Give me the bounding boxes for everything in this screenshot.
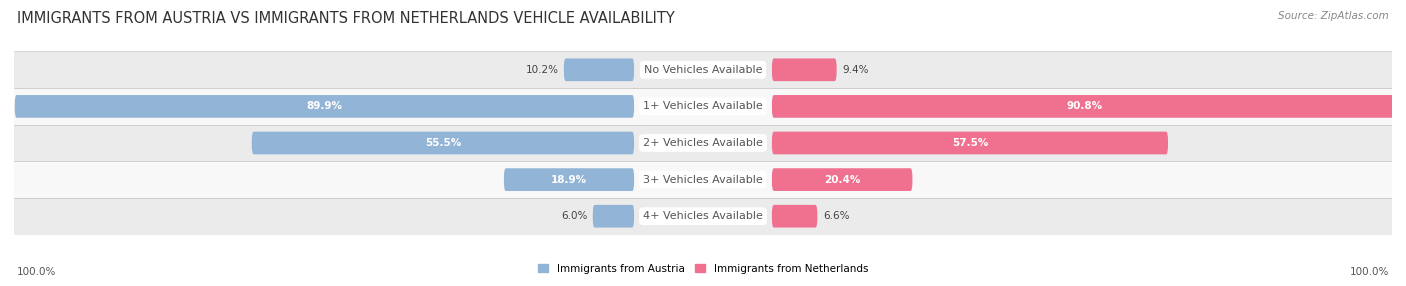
FancyBboxPatch shape xyxy=(772,95,1398,118)
Text: 90.8%: 90.8% xyxy=(1067,102,1102,111)
Bar xyxy=(14,88,1392,125)
Bar xyxy=(14,161,1392,198)
Text: No Vehicles Available: No Vehicles Available xyxy=(644,65,762,75)
FancyBboxPatch shape xyxy=(772,58,837,81)
Bar xyxy=(14,125,1392,161)
Text: 1+ Vehicles Available: 1+ Vehicles Available xyxy=(643,102,763,111)
FancyBboxPatch shape xyxy=(772,168,912,191)
Text: 89.9%: 89.9% xyxy=(307,102,343,111)
Text: IMMIGRANTS FROM AUSTRIA VS IMMIGRANTS FROM NETHERLANDS VEHICLE AVAILABILITY: IMMIGRANTS FROM AUSTRIA VS IMMIGRANTS FR… xyxy=(17,11,675,26)
Text: 100.0%: 100.0% xyxy=(1350,267,1389,277)
Text: 9.4%: 9.4% xyxy=(842,65,869,75)
FancyBboxPatch shape xyxy=(503,168,634,191)
FancyBboxPatch shape xyxy=(772,205,817,228)
FancyBboxPatch shape xyxy=(772,132,1168,154)
FancyBboxPatch shape xyxy=(564,58,634,81)
Bar xyxy=(14,51,1392,88)
Text: 20.4%: 20.4% xyxy=(824,175,860,184)
Text: Source: ZipAtlas.com: Source: ZipAtlas.com xyxy=(1278,11,1389,21)
Text: 100.0%: 100.0% xyxy=(17,267,56,277)
Legend: Immigrants from Austria, Immigrants from Netherlands: Immigrants from Austria, Immigrants from… xyxy=(534,260,872,278)
Text: 10.2%: 10.2% xyxy=(526,65,558,75)
Text: 4+ Vehicles Available: 4+ Vehicles Available xyxy=(643,211,763,221)
FancyBboxPatch shape xyxy=(252,132,634,154)
Text: 55.5%: 55.5% xyxy=(425,138,461,148)
Text: 57.5%: 57.5% xyxy=(952,138,988,148)
Text: 18.9%: 18.9% xyxy=(551,175,588,184)
Text: 2+ Vehicles Available: 2+ Vehicles Available xyxy=(643,138,763,148)
Text: 3+ Vehicles Available: 3+ Vehicles Available xyxy=(643,175,763,184)
Bar xyxy=(14,198,1392,235)
Text: 6.0%: 6.0% xyxy=(561,211,588,221)
Text: 6.6%: 6.6% xyxy=(823,211,849,221)
FancyBboxPatch shape xyxy=(14,95,634,118)
FancyBboxPatch shape xyxy=(593,205,634,228)
